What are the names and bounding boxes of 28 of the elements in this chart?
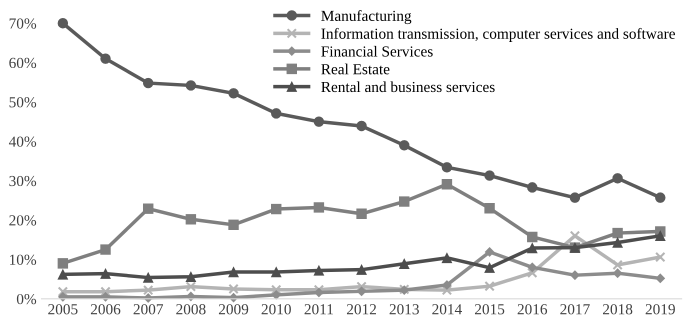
y-tick-label: 20% [9, 215, 36, 226]
y-tick-label: 30% [9, 176, 36, 186]
x-tick-label: 2005 [48, 304, 78, 314]
y-tick-label: 50% [10, 97, 36, 108]
x-tick-label: 2006 [90, 304, 120, 314]
x-tick-label: 2012 [346, 304, 376, 314]
legend-label: Information transmission, computer services and software [321, 28, 675, 42]
x-tick-label: 2015 [474, 304, 504, 314]
x-tick-label: 2010 [262, 304, 291, 314]
x-tick-label: 2018 [603, 304, 632, 314]
x-tick-label: 2013 [390, 304, 419, 314]
x-tick-label: 2009 [218, 304, 248, 314]
x-tick-label: 2017 [560, 304, 590, 314]
y-tick-label: 0% [16, 294, 36, 304]
y-tick-label: 40% [8, 136, 36, 147]
legend-label: Rental and business services [321, 81, 495, 92]
x-tick-label: 2007 [134, 304, 164, 314]
legend-label: Real Estate [321, 64, 390, 74]
y-tick-label: 10% [10, 254, 36, 265]
x-tick-label: 2011 [304, 304, 333, 314]
x-tick-label: 2016 [518, 304, 548, 314]
x-tick-label: 2014 [432, 304, 462, 314]
x-tick-label: 2019 [646, 304, 675, 314]
legend-label: Financial Services [321, 46, 433, 57]
x-tick-label: 2008 [176, 304, 206, 314]
y-tick-label: 60% [9, 58, 36, 68]
legend-label: Manufacturing [321, 10, 412, 24]
y-tick-label: 70% [10, 18, 36, 29]
